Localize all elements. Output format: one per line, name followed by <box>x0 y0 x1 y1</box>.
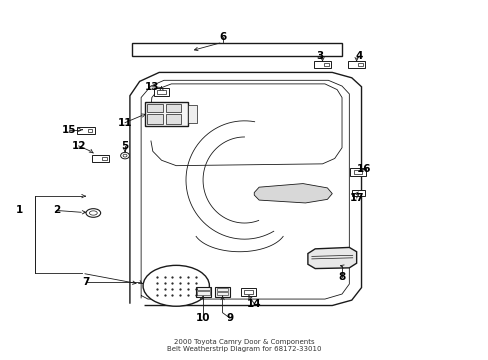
Bar <box>147 104 162 112</box>
Bar <box>102 157 106 161</box>
Bar <box>195 287 211 297</box>
Text: 3: 3 <box>316 51 323 61</box>
Bar <box>358 63 362 67</box>
Bar <box>132 42 341 56</box>
Text: 5: 5 <box>121 141 128 151</box>
Bar <box>324 63 328 67</box>
Text: 7: 7 <box>82 277 89 287</box>
Text: 16: 16 <box>356 164 370 174</box>
Bar <box>88 129 92 132</box>
Text: 15: 15 <box>61 125 76 135</box>
Bar <box>157 90 165 94</box>
Polygon shape <box>254 184 331 203</box>
Ellipse shape <box>143 265 209 306</box>
Text: 2: 2 <box>53 206 61 216</box>
Bar <box>353 170 362 174</box>
Text: 10: 10 <box>195 313 210 323</box>
Bar <box>240 288 256 296</box>
Text: 8: 8 <box>338 272 345 282</box>
Bar <box>92 155 109 162</box>
Bar <box>165 114 181 125</box>
Bar <box>77 127 95 134</box>
Bar <box>313 61 330 68</box>
Ellipse shape <box>86 209 101 217</box>
Ellipse shape <box>121 152 129 159</box>
Text: 17: 17 <box>348 193 363 203</box>
Bar <box>197 287 209 291</box>
Bar <box>188 105 197 123</box>
Bar <box>197 291 209 296</box>
Bar <box>165 104 181 112</box>
Text: 2000 Toyota Camry Door & Components
Belt Weatherstrip Diagram for 68172-33010: 2000 Toyota Camry Door & Components Belt… <box>167 339 321 352</box>
Bar <box>144 102 188 126</box>
Bar <box>216 288 228 291</box>
Bar <box>154 89 169 96</box>
Bar <box>216 292 228 296</box>
Text: 4: 4 <box>355 51 362 61</box>
Text: 9: 9 <box>226 313 233 323</box>
Text: 11: 11 <box>118 118 132 128</box>
Bar <box>349 168 365 176</box>
Polygon shape <box>307 247 356 269</box>
Text: 13: 13 <box>144 82 159 92</box>
Text: 12: 12 <box>71 141 86 151</box>
Text: 14: 14 <box>246 299 261 309</box>
Bar <box>351 190 365 196</box>
Text: 1: 1 <box>16 206 23 216</box>
Bar <box>244 290 252 294</box>
Bar <box>215 287 229 297</box>
Text: 6: 6 <box>219 32 226 41</box>
Bar <box>347 61 365 68</box>
Bar <box>147 114 162 125</box>
